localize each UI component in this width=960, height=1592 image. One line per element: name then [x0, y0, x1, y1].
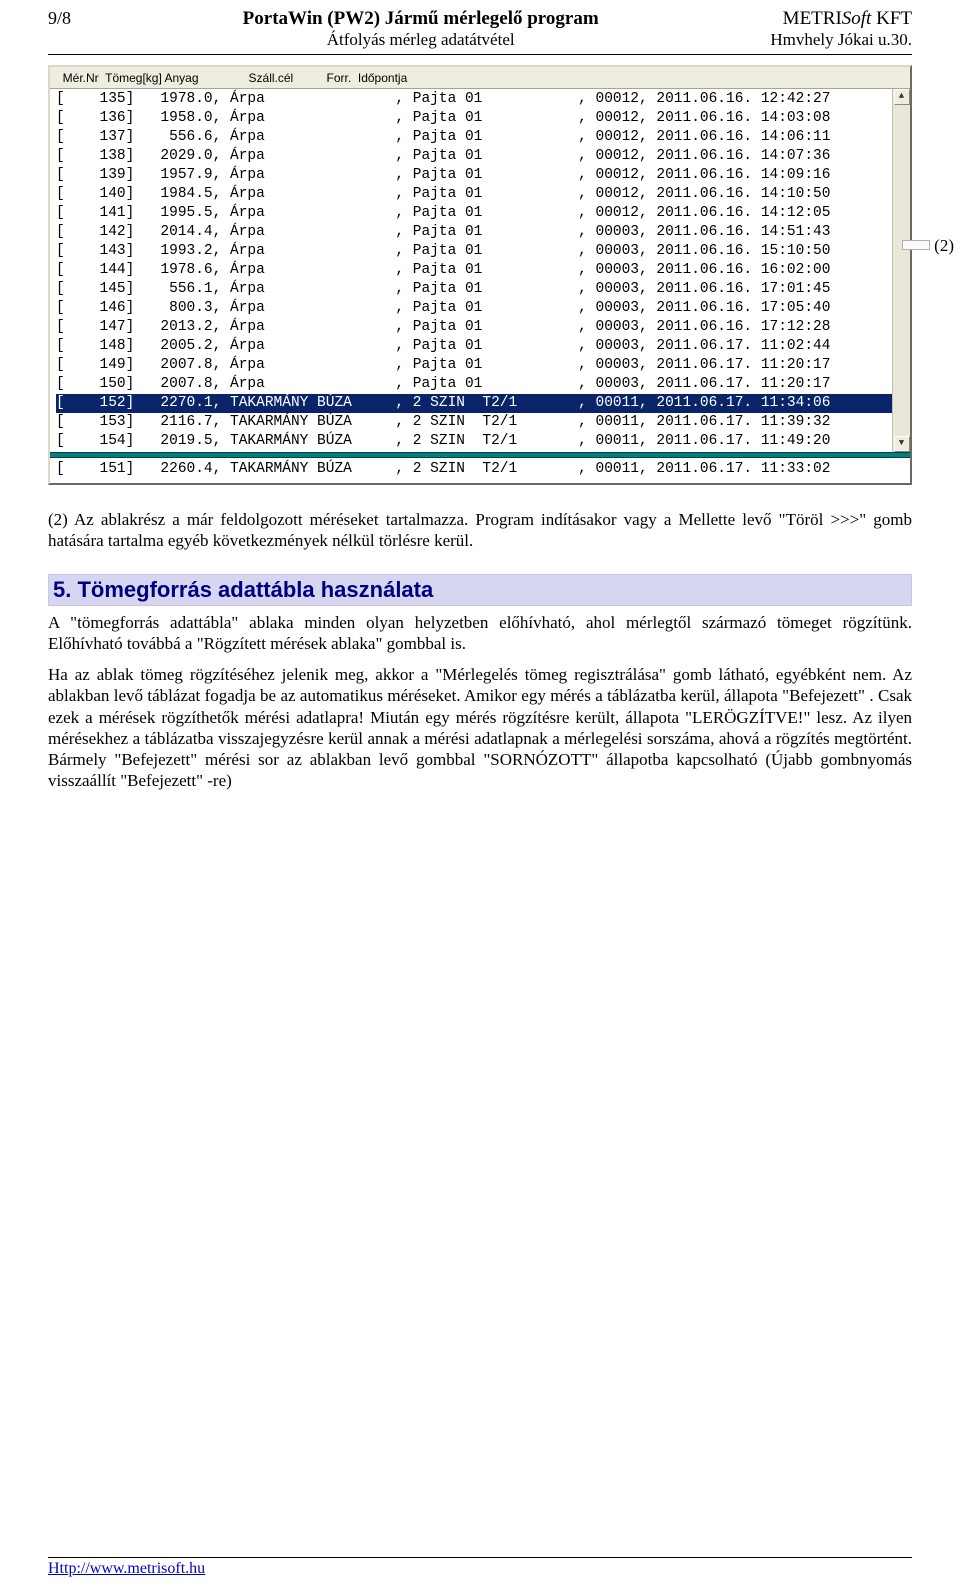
header-rule	[48, 54, 912, 55]
doc-subtitle: Átfolyás mérleg adatátvétel	[71, 30, 770, 50]
table-row[interactable]: [ 154] 2019.5, TAKARMÁNY BÚZA , 2 SZIN T…	[56, 432, 892, 451]
company-address: Hmvhely Jókai u.30.	[770, 30, 912, 50]
company-name: METRISoft KFT	[770, 8, 912, 30]
column-header-text: Mér.Nr Tömeg[kg] Anyag Száll.cél Forr. I…	[56, 71, 407, 85]
paragraph-3: Ha az ablak tömeg rögzítéséhez jelenik m…	[48, 664, 912, 792]
vertical-scrollbar[interactable]: ▲ ▼	[892, 89, 910, 452]
doc-title: PortaWin (PW2) Jármű mérlegelő program	[71, 8, 770, 30]
column-header: Mér.Nr Tömeg[kg] Anyag Száll.cél Forr. I…	[50, 67, 910, 89]
table-row[interactable]: [ 150] 2007.8, Árpa , Pajta 01 , 00003, …	[56, 375, 892, 394]
table-row[interactable]: [ 143] 1993.2, Árpa , Pajta 01 , 00003, …	[56, 242, 892, 261]
company-tail: KFT	[871, 8, 912, 29]
table-row[interactable]: [ 144] 1978.6, Árpa , Pajta 01 , 00003, …	[56, 261, 892, 280]
table-row[interactable]: [ 147] 2013.2, Árpa , Pajta 01 , 00003, …	[56, 318, 892, 337]
rows-container[interactable]: [ 135] 1978.0, Árpa , Pajta 01 , 00012, …	[50, 89, 892, 452]
paragraph-1: (2) Az ablakrész a már feldolgozott méré…	[0, 485, 960, 552]
measurements-panel: Mér.Nr Tömeg[kg] Anyag Száll.cél Forr. I…	[48, 65, 912, 485]
table-row[interactable]: [ 136] 1958.0, Árpa , Pajta 01 , 00012, …	[56, 109, 892, 128]
company-prefix: METRI	[783, 8, 842, 29]
page-number: 9/8	[48, 8, 71, 50]
table-row[interactable]: [ 149] 2007.8, Árpa , Pajta 01 , 00003, …	[56, 356, 892, 375]
footer-link[interactable]: Http://www.metrisoft.hu	[48, 1560, 205, 1577]
table-row[interactable]: [ 142] 2014.4, Árpa , Pajta 01 , 00003, …	[56, 223, 892, 242]
table-row[interactable]: [ 137] 556.6, Árpa , Pajta 01 , 00012, 2…	[56, 128, 892, 147]
p1-text: (2) Az ablakrész a már feldolgozott méré…	[48, 510, 912, 550]
page-header: 9/8 PortaWin (PW2) Jármű mérlegelő progr…	[0, 0, 960, 52]
list-area: [ 135] 1978.0, Árpa , Pajta 01 , 00012, …	[50, 89, 910, 452]
page-footer: Http://www.metrisoft.hu	[48, 1557, 912, 1578]
paragraph-2: A "tömegforrás adattábla" ablaka minden …	[48, 612, 912, 655]
doc-title-block: PortaWin (PW2) Jármű mérlegelő program Á…	[71, 8, 770, 50]
callout-2: (2)	[934, 236, 954, 256]
table-row[interactable]: [ 138] 2029.0, Árpa , Pajta 01 , 00012, …	[56, 147, 892, 166]
company-block: METRISoft KFT Hmvhely Jókai u.30.	[770, 8, 912, 50]
table-row[interactable]: [ 141] 1995.5, Árpa , Pajta 01 , 00012, …	[56, 204, 892, 223]
table-row[interactable]: [ 148] 2005.2, Árpa , Pajta 01 , 00003, …	[56, 337, 892, 356]
footer-row-area: [ 151] 2260.4, TAKARMÁNY BÚZA , 2 SZIN T…	[50, 458, 910, 483]
callout-connector	[902, 240, 930, 250]
table-row[interactable]: [ 140] 1984.5, Árpa , Pajta 01 , 00012, …	[56, 185, 892, 204]
section-heading: 5. Tömegforrás adattábla használata	[48, 574, 912, 606]
scroll-up-button[interactable]: ▲	[894, 89, 910, 105]
table-row[interactable]: [ 146] 800.3, Árpa , Pajta 01 , 00003, 2…	[56, 299, 892, 318]
footer-row[interactable]: [ 151] 2260.4, TAKARMÁNY BÚZA , 2 SZIN T…	[56, 460, 904, 479]
scroll-down-button[interactable]: ▼	[894, 436, 910, 452]
table-row[interactable]: [ 145] 556.1, Árpa , Pajta 01 , 00003, 2…	[56, 280, 892, 299]
table-row[interactable]: [ 153] 2116.7, TAKARMÁNY BÚZA , 2 SZIN T…	[56, 413, 892, 432]
table-row[interactable]: [ 139] 1957.9, Árpa , Pajta 01 , 00012, …	[56, 166, 892, 185]
table-row[interactable]: [ 135] 1978.0, Árpa , Pajta 01 , 00012, …	[56, 90, 892, 109]
table-row[interactable]: [ 152] 2270.1, TAKARMÁNY BÚZA , 2 SZIN T…	[56, 394, 892, 413]
company-italic: Soft	[842, 8, 872, 29]
